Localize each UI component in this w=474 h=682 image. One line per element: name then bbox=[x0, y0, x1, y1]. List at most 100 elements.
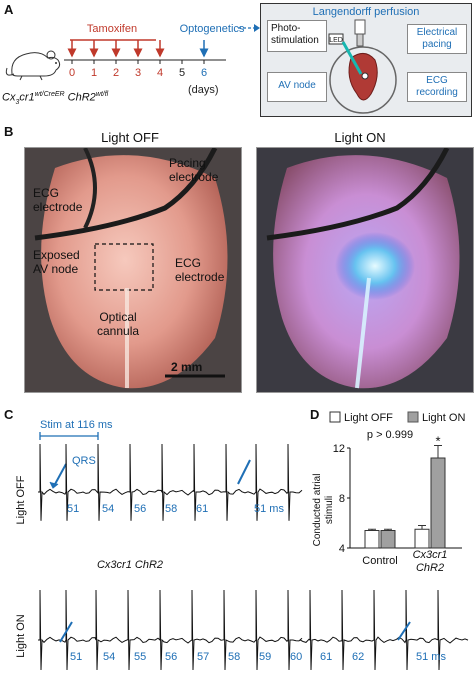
off-interval-1: 54 bbox=[102, 503, 114, 515]
on-interval-2: 55 bbox=[134, 651, 146, 663]
day-0: 0 bbox=[69, 67, 75, 79]
av-node-box-dashed bbox=[94, 243, 154, 291]
on-arrow-left bbox=[59, 621, 73, 643]
on-interval-7: 60 bbox=[290, 651, 302, 663]
optogenetics-label: Optogenetics bbox=[180, 23, 245, 35]
off-interval-3: 58 bbox=[165, 503, 177, 515]
significance-star: * bbox=[435, 434, 440, 449]
heart-photo-light-off: ECG electrode Pacing electrode Exposed A… bbox=[24, 147, 242, 393]
bar-1-0 bbox=[414, 528, 430, 549]
on-arrow-right-2 bbox=[397, 621, 411, 641]
ecg-trace-light-off bbox=[38, 443, 303, 521]
on-interval-4: 57 bbox=[197, 651, 209, 663]
group2-label-line1: Cx3cr1 bbox=[413, 549, 448, 561]
on-interval-8: 61 bbox=[320, 651, 332, 663]
on-interval-5: 58 bbox=[228, 651, 240, 663]
ecg-trace-light-on bbox=[38, 589, 303, 671]
led-label: LED bbox=[329, 37, 343, 44]
optical-fiber bbox=[341, 41, 363, 75]
qrs-arrow-left bbox=[53, 463, 67, 487]
off-interval-0: 51 bbox=[67, 503, 79, 515]
pvalue-label: p > 0.999 bbox=[367, 429, 413, 441]
stim-label: Stim at 116 ms bbox=[40, 419, 113, 431]
row-on-label: Light ON bbox=[15, 614, 27, 657]
pacing-box: Electrical pacing bbox=[407, 24, 467, 54]
bar-0-0 bbox=[364, 530, 380, 549]
y-tick-label-1: 8 bbox=[339, 493, 345, 505]
heart-illustration-on bbox=[257, 148, 473, 392]
row-off-label: Light OFF bbox=[15, 475, 27, 524]
legend-swatch-on bbox=[407, 411, 419, 423]
panel-d-letter: D bbox=[310, 407, 320, 422]
genotype-gene2: ChR2 bbox=[67, 91, 96, 104]
on-interval-1: 54 bbox=[103, 651, 115, 663]
ecg-traces: Stim at 116 ms QRS Light OFF 51 54 56 58… bbox=[15, 419, 303, 671]
day-5: 5 bbox=[179, 67, 185, 79]
bar-1-1 bbox=[430, 457, 446, 549]
pacing-label: Electrical pacing bbox=[416, 27, 458, 50]
langendorff-diagram: LED bbox=[328, 19, 397, 114]
ecg-traces-right: 61 62 51 ms bbox=[300, 589, 469, 671]
blue-light-glow bbox=[335, 232, 415, 300]
on-interval-3: 56 bbox=[165, 651, 177, 663]
light-on-title: Light ON bbox=[334, 130, 386, 145]
pacing-electrode-label: Pacing electrode bbox=[169, 156, 219, 184]
group1-label: Control bbox=[362, 555, 397, 567]
timeline: 0 1 2 3 4 5 6 (days) Tamoxifen Optogenet… bbox=[64, 23, 245, 96]
off-interval-5: 51 ms bbox=[254, 503, 284, 515]
ylabel-line1: Conducted atrial bbox=[312, 474, 323, 547]
langendorff-box: Langendorff perfusion Photo- stimulation… bbox=[260, 3, 472, 117]
legend-off-label: Light OFF bbox=[344, 412, 393, 424]
legend-on-label: Light ON bbox=[422, 412, 465, 424]
day-2: 2 bbox=[113, 67, 119, 79]
genotype-gene1-sup: wt/CreER bbox=[34, 91, 65, 98]
qrs-label: QRS bbox=[72, 455, 96, 467]
day-4: 4 bbox=[157, 67, 163, 79]
ecg-electrode-right: ECG electrode bbox=[175, 256, 225, 284]
av-node-box: AV node bbox=[267, 72, 327, 102]
off-interval-4: 61 bbox=[196, 503, 208, 515]
heart-illustration-off bbox=[25, 148, 241, 392]
y-tick-label-0: 4 bbox=[339, 543, 345, 555]
ecg-electrode-left: ECG electrode bbox=[33, 186, 83, 214]
genotype-gene1: Cx bbox=[2, 91, 16, 104]
ylabel-line2: stimuli bbox=[324, 496, 335, 524]
ecg-box: ECG recording bbox=[407, 72, 467, 102]
off-interval-2: 56 bbox=[134, 503, 146, 515]
on-interval-10: 51 ms bbox=[416, 651, 446, 663]
genotype-gene1-sub: 3 bbox=[15, 98, 20, 106]
scale-bar-label: 2 mm bbox=[171, 360, 203, 374]
genotype-gene1-rest: cr1 bbox=[19, 91, 35, 104]
on-interval-9: 62 bbox=[352, 651, 364, 663]
heart-photo-light-on bbox=[256, 147, 474, 393]
av-node-marker bbox=[361, 72, 369, 80]
panel-c-letter: C bbox=[4, 407, 14, 422]
day-3: 3 bbox=[135, 67, 141, 79]
panel-a-letter: A bbox=[4, 2, 14, 17]
mouse-genotype: Cx3cr1wt/CreER ChR2wt/fl bbox=[2, 91, 108, 106]
optical-cannula-label: Optical cannula bbox=[97, 310, 140, 338]
y-tick-label-2: 12 bbox=[333, 443, 345, 455]
day-6: 6 bbox=[201, 67, 207, 79]
genotype-label: Cx3cr1 ChR2 bbox=[97, 559, 163, 571]
group2-label-line2: ChR2 bbox=[416, 562, 444, 574]
bar-0-1 bbox=[380, 530, 396, 549]
exposed-av-node-label: Exposed AV node bbox=[33, 248, 80, 276]
on-interval-6: 59 bbox=[259, 651, 271, 663]
genotype-gene2-sup: wt/fl bbox=[95, 91, 109, 98]
ecg-label: ECG recording bbox=[416, 75, 458, 98]
light-off-title: Light OFF bbox=[101, 130, 159, 145]
tamoxifen-label: Tamoxifen bbox=[87, 23, 137, 35]
conducted-stimuli-chart: Light OFF Light ON p > 0.999 Conducted a… bbox=[312, 411, 465, 574]
days-unit: (days) bbox=[188, 84, 219, 96]
legend-swatch-off bbox=[329, 411, 341, 423]
day-1: 1 bbox=[91, 67, 97, 79]
photostim-box: Photo- stimulation bbox=[267, 20, 327, 52]
av-node-label: AV node bbox=[278, 80, 316, 91]
ecg-trace-light-on-right bbox=[300, 589, 469, 671]
langendorff-title: Langendorff perfusion bbox=[312, 6, 420, 18]
panel-b-letter: B bbox=[4, 124, 14, 139]
mouse-icon bbox=[5, 50, 61, 81]
qrs-arrow-right bbox=[237, 459, 251, 485]
on-interval-0: 51 bbox=[70, 651, 82, 663]
